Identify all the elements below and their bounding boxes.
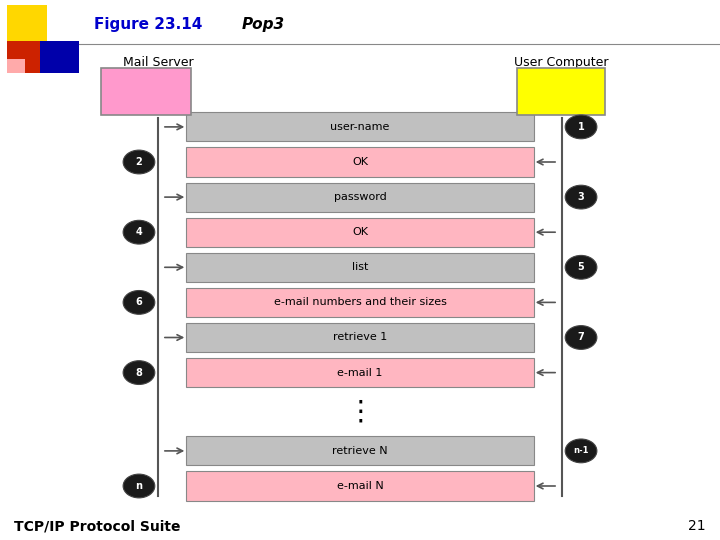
Text: 1: 1 bbox=[577, 122, 585, 132]
Circle shape bbox=[565, 115, 597, 139]
Circle shape bbox=[123, 220, 155, 244]
Circle shape bbox=[565, 326, 597, 349]
Text: list: list bbox=[352, 262, 368, 272]
Text: 4: 4 bbox=[135, 227, 143, 237]
Text: Mail Server: Mail Server bbox=[123, 56, 194, 69]
Circle shape bbox=[123, 291, 155, 314]
Text: OK: OK bbox=[352, 157, 368, 167]
Text: password: password bbox=[333, 192, 387, 202]
Circle shape bbox=[123, 361, 155, 384]
Text: 21: 21 bbox=[688, 519, 706, 534]
FancyBboxPatch shape bbox=[7, 5, 47, 40]
FancyBboxPatch shape bbox=[186, 253, 534, 282]
FancyBboxPatch shape bbox=[186, 183, 534, 212]
Text: User Computer: User Computer bbox=[514, 56, 609, 69]
Text: POP3
Server: POP3 Server bbox=[121, 77, 170, 106]
FancyBboxPatch shape bbox=[186, 471, 534, 501]
FancyBboxPatch shape bbox=[101, 68, 191, 115]
Text: 3: 3 bbox=[577, 192, 585, 202]
Circle shape bbox=[123, 474, 155, 498]
Text: e-mail numbers and their sizes: e-mail numbers and their sizes bbox=[274, 298, 446, 307]
Text: retrieve 1: retrieve 1 bbox=[333, 333, 387, 342]
FancyBboxPatch shape bbox=[186, 112, 534, 141]
Text: ⋮: ⋮ bbox=[346, 398, 374, 426]
Circle shape bbox=[565, 185, 597, 209]
Text: 2: 2 bbox=[135, 157, 143, 167]
FancyBboxPatch shape bbox=[186, 288, 534, 317]
FancyBboxPatch shape bbox=[186, 323, 534, 352]
Text: n-1: n-1 bbox=[573, 447, 589, 455]
Text: TCP/IP Protocol Suite: TCP/IP Protocol Suite bbox=[14, 519, 181, 534]
Text: e-mail 1: e-mail 1 bbox=[337, 368, 383, 377]
FancyBboxPatch shape bbox=[186, 358, 534, 387]
FancyBboxPatch shape bbox=[517, 68, 605, 115]
Text: n: n bbox=[135, 481, 143, 491]
Text: retrieve N: retrieve N bbox=[332, 446, 388, 456]
Text: Figure 23.14: Figure 23.14 bbox=[94, 17, 202, 32]
FancyBboxPatch shape bbox=[40, 40, 79, 73]
FancyBboxPatch shape bbox=[186, 218, 534, 247]
Circle shape bbox=[123, 150, 155, 174]
Text: 7: 7 bbox=[577, 333, 585, 342]
Text: e-mail N: e-mail N bbox=[337, 481, 383, 491]
Text: user-name: user-name bbox=[330, 122, 390, 132]
Text: 5: 5 bbox=[577, 262, 585, 272]
Circle shape bbox=[565, 439, 597, 463]
Text: POP3
Client: POP3 Client bbox=[540, 77, 583, 106]
Circle shape bbox=[565, 255, 597, 279]
Text: 8: 8 bbox=[135, 368, 143, 377]
FancyBboxPatch shape bbox=[7, 59, 25, 73]
FancyBboxPatch shape bbox=[186, 436, 534, 465]
Text: Pop3: Pop3 bbox=[241, 17, 284, 32]
Text: OK: OK bbox=[352, 227, 368, 237]
FancyBboxPatch shape bbox=[7, 40, 47, 73]
FancyBboxPatch shape bbox=[186, 147, 534, 177]
Text: 6: 6 bbox=[135, 298, 143, 307]
